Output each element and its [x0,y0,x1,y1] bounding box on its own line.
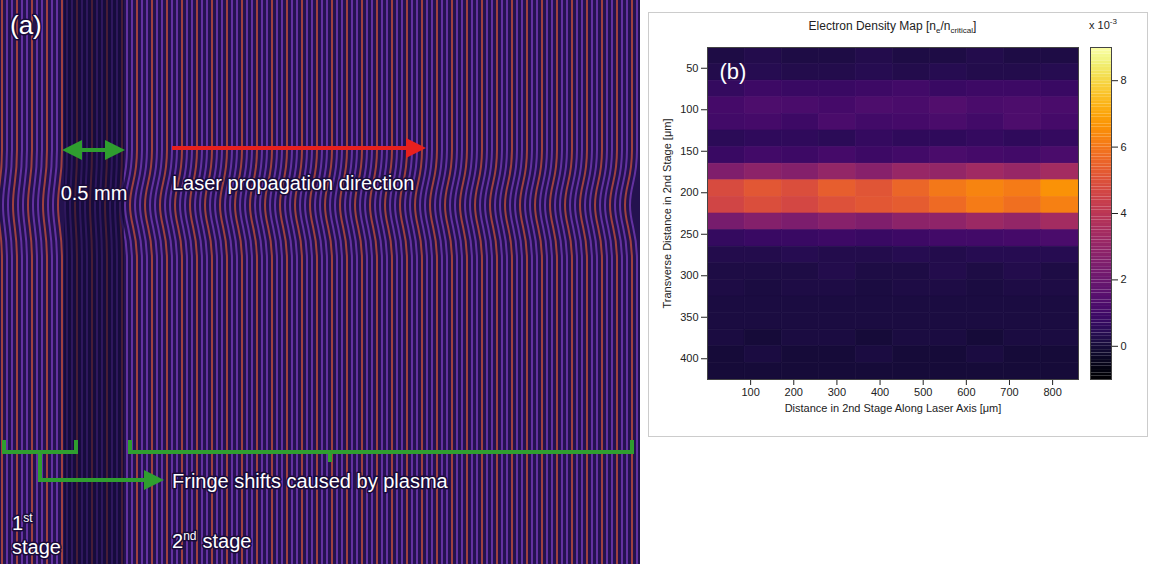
svg-text:500: 500 [914,386,932,398]
svg-text:8: 8 [1121,74,1127,86]
svg-text:Distance in 2nd Stage Along La: Distance in 2nd Stage Along Laser Axis [… [785,402,1002,414]
svg-text:50: 50 [686,62,698,74]
svg-text:4: 4 [1121,207,1127,219]
svg-text:150: 150 [680,145,698,157]
svg-text:200: 200 [680,186,698,198]
svg-text:1st: 1st [12,511,33,534]
html-text:Electron Density Map [ne/ncrit: Electron Density Map [ne/ncritical] [808,19,977,36]
svg-text:stage: stage [12,536,61,558]
html-text:x 10-3: x 10-3 [1089,17,1117,31]
svg-text:(a): (a) [10,10,42,40]
svg-text:300: 300 [680,269,698,281]
svg-text:0.5 mm: 0.5 mm [61,182,128,204]
svg-text:800: 800 [1043,386,1061,398]
svg-text:Laser propagation direction: Laser propagation direction [172,172,414,194]
svg-text:400: 400 [871,386,889,398]
svg-text:100: 100 [680,103,698,115]
svg-text:600: 600 [957,386,975,398]
svg-text:2: 2 [1121,273,1127,285]
svg-text:700: 700 [1000,386,1018,398]
svg-text:(b): (b) [720,59,747,84]
svg-text:100: 100 [741,386,759,398]
svg-text:Transverse Distance in 2nd Sta: Transverse Distance in 2nd Stage [μm] [661,119,673,309]
svg-text:6: 6 [1121,141,1127,153]
svg-text:200: 200 [785,386,803,398]
svg-text:400: 400 [680,352,698,364]
svg-text:2ndstage: 2ndstage [172,529,251,552]
svg-text:300: 300 [828,386,846,398]
svg-text:350: 350 [680,311,698,323]
svg-text:0: 0 [1121,340,1127,352]
svg-text:250: 250 [680,228,698,240]
svg-text:Fringe shifts caused by plasma: Fringe shifts caused by plasma [172,470,449,492]
